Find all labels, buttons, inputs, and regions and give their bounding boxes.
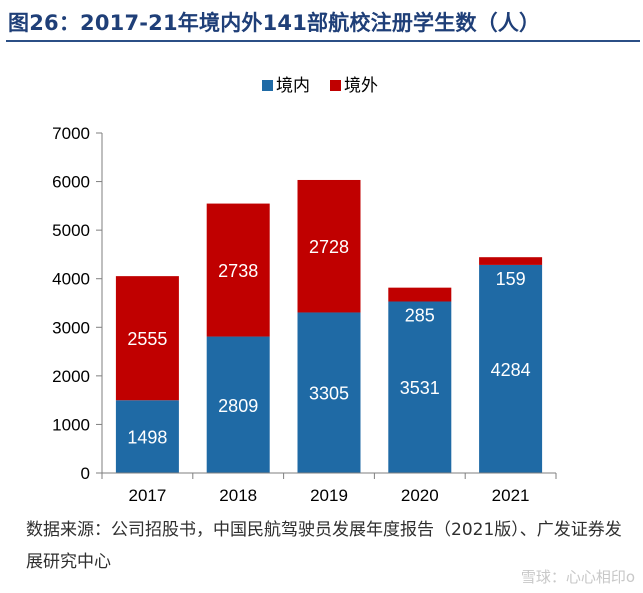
data-label: 285 <box>405 305 435 325</box>
legend-label: 境内 <box>276 76 310 95</box>
bar-domestic-2018 <box>206 336 270 473</box>
data-label: 2555 <box>127 329 167 349</box>
data-label: 3531 <box>400 378 440 398</box>
y-tick-label: 7000 <box>52 124 90 143</box>
bar-foreign-2020 <box>388 287 452 302</box>
y-tick-label: 3000 <box>52 318 90 337</box>
figure-title-bar: 图26：2017-21年境内外141部航校注册学生数（人） <box>0 0 643 43</box>
data-label: 4284 <box>491 360 531 380</box>
y-axis: 0 1000 2000 3000 4000 5000 6000 7000 <box>52 124 103 483</box>
bar-foreign-2021 <box>479 257 543 265</box>
data-label: 2738 <box>218 261 258 281</box>
watermark: 雪球：心心相印o <box>520 568 635 586</box>
stacked-bar-chart: 境内 境外 0 1000 2000 3000 4000 5000 6000 7000 1498 2… <box>52 76 557 505</box>
x-tick-label: 2017 <box>128 486 166 505</box>
source-note: 数据来源：公司招股书，中国民航驾驶员发展年度报告（2021版）、广发证券发展研究… <box>26 520 622 572</box>
y-tick-label: 6000 <box>52 173 90 192</box>
x-axis: 2017 2018 2019 2020 2021 <box>101 472 557 505</box>
legend: 境内 境外 <box>262 76 378 95</box>
x-tick-label: 2019 <box>310 486 348 505</box>
legend-swatch-domestic <box>262 80 273 91</box>
bar-domestic-2020 <box>388 301 452 473</box>
y-tick-label: 4000 <box>52 270 90 289</box>
legend-label: 境外 <box>344 76 378 95</box>
y-tick-label: 2000 <box>52 367 90 386</box>
data-label: 3305 <box>309 384 349 404</box>
y-tick-label: 0 <box>81 464 90 483</box>
data-label: 159 <box>496 269 526 289</box>
bar-domestic-2021 <box>479 264 543 473</box>
bar-foreign-2018 <box>206 203 270 337</box>
data-label: 2809 <box>218 396 258 416</box>
bar-foreign-2017 <box>115 276 179 401</box>
data-label: 2728 <box>309 237 349 257</box>
title-underline <box>6 40 640 42</box>
y-tick-label: 1000 <box>52 415 90 434</box>
bar-domestic-2017 <box>115 400 179 473</box>
x-tick-label: 2021 <box>492 486 530 505</box>
y-tick-label: 5000 <box>52 221 90 240</box>
x-tick-label: 2020 <box>401 486 439 505</box>
x-tick-label: 2018 <box>219 486 257 505</box>
bar-domestic-2019 <box>297 312 361 473</box>
figure-title: 图26：2017-21年境内外141部航校注册学生数（人） <box>8 11 541 35</box>
legend-swatch-foreign <box>330 80 341 91</box>
bars: 1498 2555 2809 2738 3305 2728 3531 285 4284 159 <box>115 179 543 473</box>
data-label: 1498 <box>127 428 167 448</box>
bar-foreign-2019 <box>297 179 361 313</box>
